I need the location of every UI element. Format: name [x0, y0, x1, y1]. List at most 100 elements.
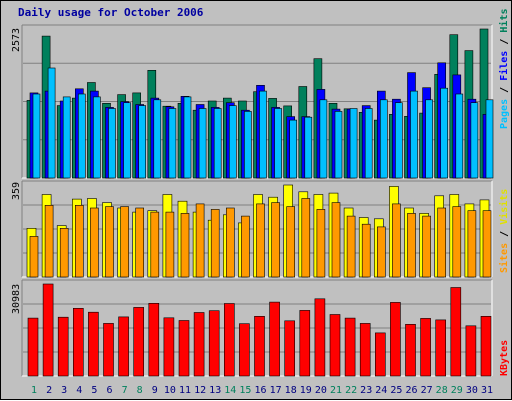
sites-bar-day-2 [44, 205, 54, 278]
legend-sep-1: / [499, 87, 510, 93]
x-axis-labels: 1 2 3 4 5 6 7 8 9 10 11 12 13 14 15 16 17 18 19 20 21 22 23 24 2… [31, 385, 493, 396]
pages-bar-day-27 [425, 99, 433, 179]
kbytes-bar-day-22 [344, 317, 356, 377]
pages-bar-day-19 [304, 116, 313, 179]
pages-bar-day-9 [153, 99, 162, 179]
pages-bar-day-25 [395, 102, 403, 179]
pages-bar-day-10 [168, 108, 177, 179]
pages-bar-day-17 [274, 108, 282, 179]
sites-bar-day-1 [29, 236, 39, 278]
pages-bar-day-2 [47, 67, 56, 179]
sites-bar-day-29 [452, 206, 462, 278]
chart-title: Daily usage for October 2006 [18, 6, 204, 19]
pages-bar-day-14 [229, 105, 237, 179]
kbytes-bar-day-30 [465, 325, 477, 377]
kbytes-bar-day-8 [133, 307, 144, 377]
x-tick-label-2: 2 [46, 385, 52, 396]
pages-bar-day-26 [410, 90, 418, 179]
pages-bar-day-29 [455, 93, 464, 179]
legend-sites: Sites [498, 243, 510, 273]
kbytes-ymax-label: 30983 [11, 284, 22, 314]
pages-bar-day-15 [244, 111, 252, 179]
kbytes-bar-day-3 [57, 316, 69, 377]
kbytes-bar-day-5 [88, 311, 99, 377]
sites-bar-day-17 [271, 202, 280, 278]
x-tick-label-30: 30 [466, 385, 478, 396]
x-tick-label-31: 31 [481, 385, 493, 396]
kbytes-bar-day-29 [450, 287, 462, 377]
sites-bar-day-18 [286, 206, 296, 278]
pages-bar-day-13 [213, 108, 222, 179]
x-tick-label-7: 7 [122, 385, 128, 396]
pages-bar-day-8 [138, 105, 146, 179]
x-tick-label-9: 9 [152, 385, 158, 396]
legend-pages: Pages [499, 99, 510, 129]
visits-sites-bars [26, 184, 492, 278]
kbytes-bar-day-2 [42, 283, 54, 377]
legend-kbytes: KBytes [499, 340, 510, 376]
kbytes-bar-day-21 [329, 314, 341, 377]
hits-axis-legend: Pages / Files / Hits [498, 9, 510, 130]
kbytes-bar-day-6 [103, 323, 114, 377]
kbytes-bar-day-7 [118, 316, 129, 377]
x-tick-label-22: 22 [345, 385, 357, 396]
kbytes-bar-day-25 [390, 302, 401, 377]
kbytes-bar-day-27 [420, 318, 431, 377]
legend-visits: Visits [498, 189, 510, 225]
x-tick-label-13: 13 [209, 385, 221, 396]
x-tick-label-19: 19 [300, 385, 312, 396]
legend-sep-2: / [499, 39, 510, 45]
sites-bar-day-3 [59, 228, 69, 278]
kbytes-bar-day-12 [193, 312, 205, 377]
sites-bar-day-15 [241, 215, 250, 278]
kbytes-bar-day-15 [239, 323, 250, 377]
pages-bar-day-18 [289, 119, 298, 179]
x-tick-label-28: 28 [436, 385, 448, 396]
sites-bar-day-26 [407, 213, 416, 278]
legend-hits: Hits [498, 9, 510, 33]
sites-bar-day-27 [422, 215, 431, 278]
pages-bar-day-1 [32, 93, 41, 179]
kbytes-bar-day-28 [435, 319, 447, 377]
x-tick-label-6: 6 [106, 385, 112, 396]
x-tick-label-16: 16 [254, 385, 266, 396]
pages-bar-day-24 [379, 99, 388, 179]
x-tick-label-20: 20 [315, 385, 327, 396]
sites-bar-day-6 [105, 206, 114, 278]
x-tick-label-8: 8 [137, 385, 143, 396]
pages-bar-day-28 [440, 87, 449, 179]
sites-bar-day-4 [75, 205, 84, 278]
x-tick-label-3: 3 [61, 385, 67, 396]
visits-axis-legend: Sites / Visits [498, 189, 510, 273]
pages-bar-day-4 [78, 93, 86, 179]
pages-bar-day-30 [470, 102, 479, 179]
sites-bar-day-16 [256, 203, 265, 278]
x-tick-label-23: 23 [360, 385, 372, 396]
x-tick-label-24: 24 [375, 385, 387, 396]
x-tick-label-17: 17 [270, 385, 282, 396]
pages-bar-day-22 [349, 108, 358, 179]
sites-bar-day-11 [180, 213, 190, 278]
pages-bar-day-16 [259, 90, 267, 179]
kbytes-bar-day-4 [73, 307, 84, 377]
x-tick-label-4: 4 [76, 385, 82, 396]
sites-bar-day-28 [437, 207, 447, 278]
pages-bar-day-31 [485, 99, 494, 179]
sites-bar-day-24 [376, 226, 386, 278]
x-tick-label-1: 1 [31, 385, 37, 396]
hits-ymax-label: 2573 [11, 28, 22, 52]
kbytes-bar-day-23 [359, 323, 371, 377]
sites-bar-day-5 [90, 207, 99, 278]
x-tick-label-11: 11 [179, 385, 191, 396]
sites-bar-day-23 [361, 223, 371, 278]
x-tick-label-29: 29 [451, 385, 463, 396]
sites-bar-day-31 [482, 210, 492, 278]
sites-bar-day-21 [331, 202, 341, 278]
kbytes-bar-day-16 [254, 315, 265, 377]
legend-sep-3: / [499, 231, 510, 237]
x-tick-label-21: 21 [330, 385, 342, 396]
pages-bar-day-11 [183, 96, 192, 179]
pages-bar-day-12 [198, 108, 207, 179]
